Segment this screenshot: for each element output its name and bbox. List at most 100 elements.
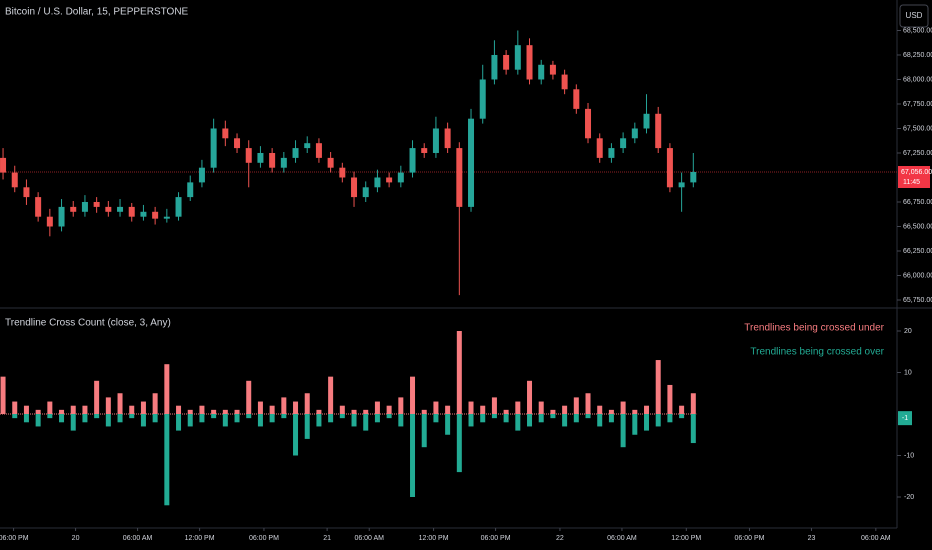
candle-body [257,152,264,163]
y-tick-label: 10 [904,369,912,376]
histogram-bar [480,405,486,414]
last-value-label: -1 [902,415,908,422]
candle-body [46,216,53,227]
histogram-bar [246,413,252,419]
candle-body [128,206,135,217]
histogram-bar [351,413,357,427]
candle-body [549,64,556,75]
candle-body [362,187,369,198]
histogram-bar [398,397,404,414]
candle-body [0,157,7,173]
price-tick-label: 67,750.00 [903,101,932,108]
histogram-bar [176,413,182,431]
x-tick-label: 23 [808,535,816,542]
histogram-bar [199,405,205,414]
candle-body [163,216,170,219]
candle-body [11,172,18,188]
histogram-bar [269,405,275,414]
histogram-bar [293,413,299,456]
legend-entry: Trendlines being crossed under [744,323,884,334]
histogram-bar [257,413,263,427]
histogram-bar [562,405,568,414]
candle-body [315,143,322,158]
candle-body [374,177,381,188]
histogram-bar [620,413,626,448]
histogram-bar [644,405,650,414]
x-tick-label: 12:00 PM [185,535,215,542]
price-tick-label: 66,000.00 [903,272,932,279]
histogram-bar [527,380,533,414]
histogram-bar [585,393,591,414]
candle-body [690,172,697,183]
x-tick-label: 20 [72,535,80,542]
histogram-bar [573,413,579,423]
x-tick-label: 12:00 PM [671,535,701,542]
x-tick-label: 12:00 PM [419,535,449,542]
histogram-bar [140,401,146,414]
candle-body [538,64,545,80]
candle-body [631,128,638,139]
x-tick-label: 21 [323,535,331,542]
histogram-bar [234,413,240,423]
price-tick-label: 66,500.00 [903,223,932,230]
histogram-bar [129,405,135,414]
histogram-bar [59,413,65,423]
candle-body [479,79,486,119]
histogram-bar [421,413,427,448]
histogram-bar [281,397,287,414]
histogram-bar [667,413,673,423]
histogram-bar [503,413,509,423]
chart-title: Bitcoin / U.S. Dollar, 15, PEPPERSTONE [5,7,189,18]
candle-body [491,54,498,80]
currency[interactable]: USD [906,11,923,20]
histogram-bar [620,401,626,414]
candle-body [198,167,205,183]
candle-body [292,148,299,158]
histogram-bar [140,413,146,427]
histogram-bar [70,405,76,414]
histogram-bar [316,413,322,427]
histogram-bar [679,413,685,419]
price-tick-label: 66,750.00 [903,199,932,206]
histogram-bar [503,409,509,414]
histogram-bar [152,393,158,414]
histogram-bar [550,409,556,414]
legend-entry: Trendlines being crossed over [750,347,884,358]
histogram-bar [304,393,310,414]
candle-body [643,113,650,129]
last-price-badge [898,166,930,189]
candle-body [58,206,65,227]
histogram-bar [47,413,53,419]
candle-body [678,182,685,188]
x-tick-label: 06:00 PM [481,535,511,542]
histogram-bar [293,401,299,414]
candle-body [585,108,592,139]
indicator-title: Trendline Cross Count (close, 3, Any) [5,318,171,329]
y-tick-label: 20 [904,328,912,335]
candle-body [234,138,241,149]
histogram-bar [328,413,334,423]
histogram-bar [304,413,310,439]
histogram-bar [12,401,18,414]
candle-body [432,128,439,153]
candle-body [222,128,229,139]
histogram-bar [491,413,497,419]
price-tick-label: 68,500.00 [903,27,932,34]
histogram-bar [363,409,369,414]
currency-button[interactable] [899,4,929,28]
candle-body [596,138,603,158]
histogram-bar [222,409,228,414]
histogram-bar [176,405,182,414]
candle-body [93,201,100,207]
histogram-bar [597,413,603,427]
histogram-bar [585,413,591,419]
candle-body [269,152,276,168]
histogram-bar [23,405,29,414]
histogram-bar [269,413,275,423]
histogram-bar [445,413,451,435]
candle-body [608,148,615,158]
histogram-bar [608,413,614,423]
histogram-bar [234,409,240,414]
histogram-bar [515,401,521,414]
